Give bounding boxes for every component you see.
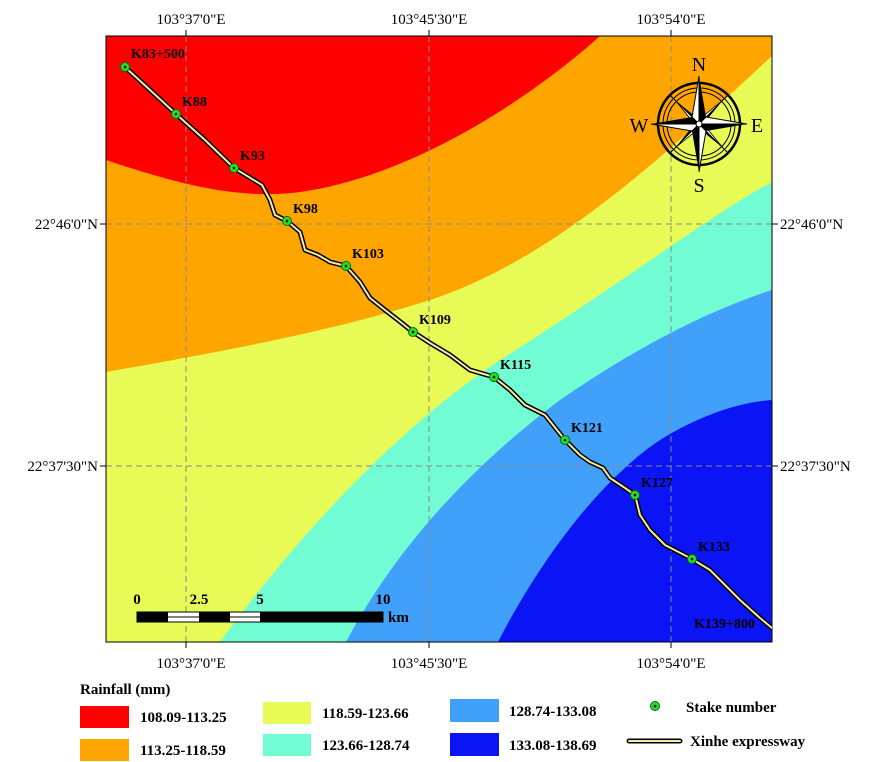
coord-bottom-3: 103°54'0"E	[637, 656, 706, 672]
stake-point	[282, 216, 292, 226]
scale-bar	[136, 611, 384, 623]
stake-label: K83+500	[131, 47, 185, 62]
stake-label: K103	[352, 247, 384, 262]
legend-swatch	[80, 739, 129, 761]
legend-swatch	[450, 699, 499, 722]
legend: Rainfall (mm) 108.09-113.25 113.25-118.5…	[80, 682, 806, 761]
stake-point	[560, 435, 570, 445]
scale-unit: km	[388, 610, 409, 626]
stake-points	[120, 62, 697, 564]
coord-ticks	[100, 30, 778, 648]
compass-w: W	[630, 115, 649, 137]
xinhe-expressway	[122, 64, 772, 631]
coord-left-2: 22°37'30"N	[27, 459, 98, 475]
stake-point	[120, 62, 130, 72]
compass-n: N	[692, 54, 706, 76]
legend-label: 123.66-128.74	[322, 738, 410, 754]
coord-top-2: 103°45'30"E	[391, 12, 468, 28]
legend-stake-label: Stake number	[686, 700, 777, 716]
stake-point	[687, 554, 697, 564]
stake-label: K127	[641, 476, 673, 491]
stake-label: K121	[571, 421, 603, 436]
compass-s: S	[693, 175, 704, 197]
coord-right-2: 22°37'30"N	[780, 459, 851, 475]
scale-tick-label: 0	[133, 592, 141, 608]
scale-tick-label: 5	[256, 592, 264, 608]
stake-point	[341, 261, 351, 271]
coord-bottom-1: 103°37'0"E	[157, 656, 226, 672]
stake-label: K109	[419, 313, 451, 328]
compass-rose-icon	[650, 75, 748, 173]
stake-legend-icon	[650, 701, 660, 711]
coord-top-1: 103°37'0"E	[157, 12, 226, 28]
stake-point	[489, 372, 499, 382]
coord-bottom-2: 103°45'30"E	[391, 656, 468, 672]
map-frame	[105, 35, 773, 643]
legend-label: 133.08-138.69	[509, 738, 597, 754]
legend-swatch	[450, 733, 499, 756]
graticule	[106, 36, 772, 642]
scale-tick-label: 10	[376, 592, 391, 608]
compass-e: E	[751, 115, 763, 137]
legend-label: 108.09-113.25	[140, 710, 227, 726]
stake-point	[408, 327, 418, 337]
stake-point	[229, 163, 239, 173]
coord-right-1: 22°46'0"N	[780, 217, 843, 233]
legend-road-label: Xinhe expressway	[690, 734, 806, 750]
stake-label: K133	[698, 540, 730, 555]
stake-point	[630, 490, 640, 500]
legend-label: 128.74-133.08	[509, 704, 597, 720]
legend-swatch	[80, 706, 129, 728]
stake-label: K115	[500, 358, 531, 373]
stake-label: K93	[240, 149, 265, 164]
scale-tick-label: 2.5	[190, 592, 209, 608]
legend-swatch	[263, 734, 311, 756]
coord-top-3: 103°54'0"E	[637, 12, 706, 28]
zone-133-138	[498, 400, 772, 642]
legend-title: Rainfall (mm)	[80, 682, 170, 698]
coord-left-1: 22°46'0"N	[35, 217, 98, 233]
stake-label: K98	[293, 202, 318, 217]
legend-label: 118.59-123.66	[322, 706, 409, 722]
stake-point	[171, 109, 181, 119]
legend-swatch	[263, 702, 311, 724]
stake-label: K88	[182, 95, 207, 110]
legend-label: 113.25-118.59	[140, 743, 226, 759]
stake-label: K139+800	[694, 617, 755, 632]
